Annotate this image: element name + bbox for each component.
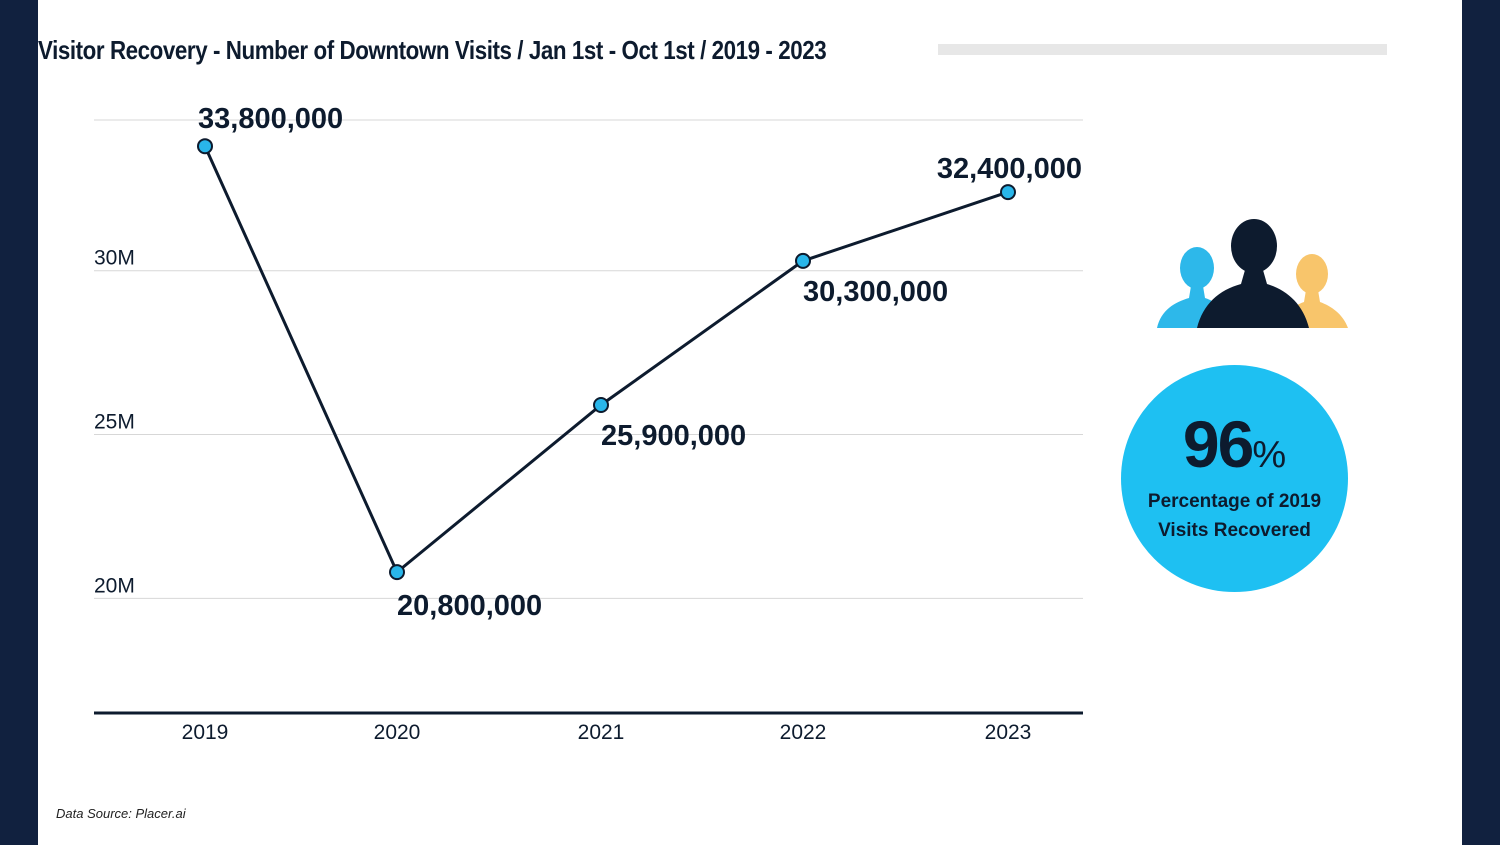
data-label: 32,400,000 (937, 153, 1082, 185)
series-line (203, 145, 1009, 575)
x-tick-label: 2019 (182, 721, 229, 744)
data-label: 30,300,000 (803, 276, 948, 308)
x-tick-label: 2022 (780, 721, 827, 744)
recovery-stat-circle: 96% Percentage of 2019 Visits Recovered (1121, 365, 1348, 592)
y-tick-label: 30M (94, 247, 135, 270)
data-labels: 33,800,000 20,800,000 25,900,000 30,300,000… (198, 103, 1082, 622)
recovery-percent: 96% (1121, 409, 1348, 490)
data-point (1000, 184, 1016, 201)
x-axis-ticks: 2019 2020 2021 2022 2023 (182, 721, 1032, 744)
y-tick-label: 25M (94, 411, 135, 434)
x-tick-label: 2021 (578, 721, 625, 744)
people-group-icon (1157, 219, 1348, 328)
data-point (197, 138, 213, 155)
chart-title: Visitor Recovery - Number of Downtown Vi… (38, 35, 827, 65)
data-label: 25,900,000 (601, 420, 746, 452)
recovery-caption-line1: Percentage of 2019 (1147, 491, 1322, 512)
data-source: Data Source: Placer.ai (56, 806, 186, 821)
title-rule (938, 44, 1387, 55)
recovery-caption: Percentage of 2019 Visits Recovered (1131, 487, 1338, 545)
recovery-percent-value: 96 (1182, 407, 1254, 481)
data-point (593, 397, 609, 413)
data-point (389, 564, 405, 581)
data-point (795, 252, 811, 269)
data-label: 33,800,000 (198, 103, 343, 135)
data-points (197, 138, 1016, 581)
data-label: 20,800,000 (397, 590, 542, 622)
gridlines (94, 119, 1083, 599)
recovery-percent-unit: % (1252, 434, 1287, 476)
y-axis-ticks: 20M 25M 30M (94, 247, 135, 598)
x-tick-label: 2023 (985, 721, 1032, 744)
recovery-caption-line2: Visits Recovered (1158, 520, 1311, 541)
y-tick-label: 20M (94, 574, 135, 597)
x-tick-label: 2020 (374, 721, 421, 744)
